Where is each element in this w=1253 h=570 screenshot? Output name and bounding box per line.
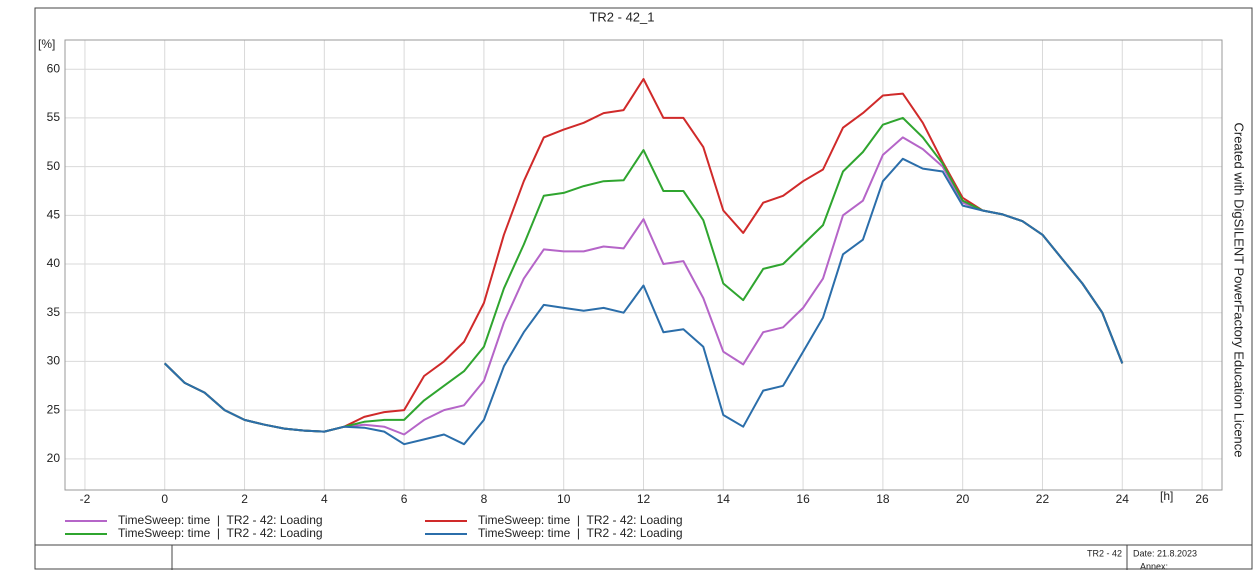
y-tick-label: 20 [47, 451, 61, 465]
y-tick-label: 35 [47, 305, 61, 319]
footer-annex: Annex: [1140, 561, 1168, 570]
x-tick-label: 12 [637, 492, 651, 506]
legend-label: TimeSweep: time | TR2 - 42: Loading [118, 513, 323, 527]
y-tick-label: 55 [47, 110, 61, 124]
legend-label: TimeSweep: time | TR2 - 42: Loading [478, 513, 683, 527]
outer-frame [34, 7, 1253, 570]
x-tick-label: 10 [557, 492, 571, 506]
x-unit: [h] [1160, 489, 1173, 503]
footer-date: Date: 21.8.2023 [1133, 548, 1197, 558]
series-line [164, 157, 1124, 446]
x-tick-label: 0 [161, 492, 168, 506]
y-tick-label: 25 [47, 402, 61, 416]
plot-frame [64, 39, 1223, 491]
x-tick-label: 2 [241, 492, 248, 506]
x-tick-label: 14 [717, 492, 731, 506]
chart-title: TR2 - 42_1 [589, 9, 654, 24]
y-tick-label: 40 [47, 256, 61, 270]
x-tick-label: -2 [80, 492, 91, 506]
y-tick-label: 30 [47, 354, 61, 368]
y-tick-label: 45 [47, 207, 61, 221]
x-tick-label: 24 [1116, 492, 1130, 506]
y-tick-label: 60 [47, 61, 61, 75]
x-tick-label: 20 [956, 492, 970, 506]
x-tick-label: 22 [1036, 492, 1050, 506]
legend-label: TimeSweep: time | TR2 - 42: Loading [118, 526, 323, 540]
side-note: Created with DigSILENT PowerFactory Educ… [1232, 122, 1247, 457]
x-tick-label: 6 [401, 492, 408, 506]
x-tick-label: 8 [481, 492, 488, 506]
x-tick-label: 18 [876, 492, 890, 506]
footer-object: TR2 - 42 [1087, 548, 1122, 558]
x-tick-label: 26 [1195, 492, 1209, 506]
legend-label: TimeSweep: time | TR2 - 42: Loading [478, 526, 683, 540]
y-tick-label: 50 [47, 159, 61, 173]
x-tick-label: 4 [321, 492, 328, 506]
x-tick-label: 16 [796, 492, 810, 506]
y-unit: [%] [38, 37, 55, 51]
